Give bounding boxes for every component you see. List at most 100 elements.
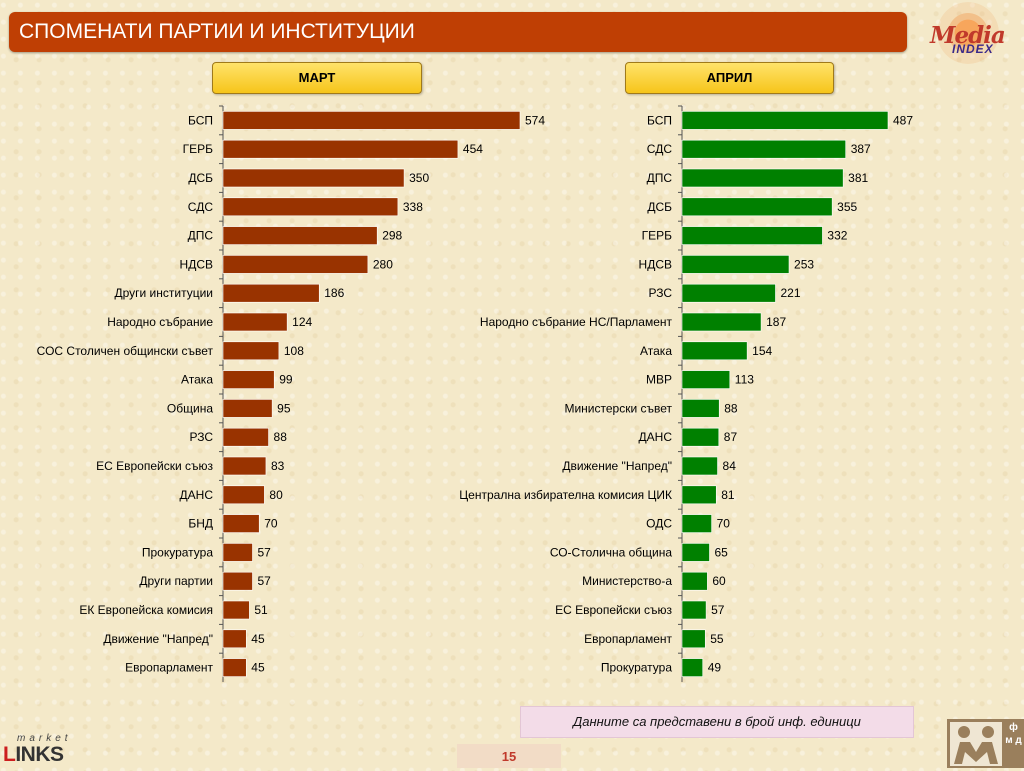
april-value-label: 487	[893, 113, 913, 127]
march-bar	[222, 111, 521, 130]
logo-word-media: Media	[930, 22, 1006, 49]
april-bar	[681, 312, 762, 332]
march-category-label: ГЕРБ	[183, 142, 214, 156]
april-category-label: СДС	[647, 142, 673, 156]
march-bar	[222, 658, 247, 677]
april-category-label: ДАНС	[639, 430, 673, 444]
april-bar	[681, 283, 776, 303]
page-title: СПОМЕНАТИ ПАРТИИ И ИНСТИТУЦИИ	[9, 12, 907, 52]
march-category-label: Народно събрание	[107, 315, 213, 329]
units-note: Данните са представени в брой инф. едини…	[520, 706, 914, 738]
logo-word-index: INDEX	[952, 42, 994, 56]
march-value-label: 454	[463, 142, 483, 156]
march-value-label: 57	[257, 545, 271, 559]
march-category-label: Община	[167, 401, 213, 415]
march-bar	[222, 456, 267, 476]
april-value-label: 60	[712, 574, 726, 588]
march-category-label: ДАНС	[180, 488, 214, 502]
march-value-label: 350	[409, 171, 429, 185]
april-value-label: 87	[724, 430, 738, 444]
april-category-label: Прокуратура	[601, 661, 672, 675]
march-bar	[222, 370, 275, 389]
march-bar	[222, 168, 405, 188]
march-category-label: ДСБ	[188, 171, 213, 185]
april-value-label: 381	[848, 171, 868, 185]
march-value-label: 80	[269, 488, 283, 502]
march-bar	[222, 571, 253, 591]
march-bar	[222, 341, 280, 361]
march-value-label: 83	[271, 459, 285, 473]
april-bar	[681, 571, 708, 591]
page-number: 15	[457, 744, 561, 768]
april-value-label: 332	[827, 229, 847, 243]
april-category-label: Движение "Напред"	[562, 459, 672, 473]
march-bar	[222, 283, 320, 303]
april-value-label: 154	[752, 344, 772, 358]
march-category-label: ЕС Европейски съюз	[96, 459, 213, 473]
april-category-label: Централна избирателна комисия ЦИК	[459, 488, 672, 502]
march-value-label: 338	[403, 200, 423, 214]
april-value-label: 57	[711, 603, 725, 617]
april-bar	[681, 514, 712, 533]
march-category-label: Движение "Напред"	[103, 632, 213, 646]
media-index-logo: Media INDEX	[925, 2, 1020, 68]
march-value-label: 51	[254, 603, 268, 617]
april-bar	[681, 111, 889, 130]
logo-links-text: LINKS	[3, 743, 64, 767]
market-links-logo: market LINKS	[3, 733, 98, 768]
april-category-label: БСП	[647, 113, 672, 127]
march-category-label: БНД	[188, 517, 213, 531]
april-bar	[681, 629, 706, 649]
march-value-label: 280	[373, 257, 393, 271]
april-category-label: ГЕРБ	[642, 229, 673, 243]
april-value-label: 49	[708, 661, 722, 675]
march-bar	[222, 543, 253, 562]
march-bar	[222, 629, 247, 649]
april-bar	[681, 427, 720, 447]
april-value-label: 355	[837, 200, 857, 214]
april-category-label: ЕС Европейски съюз	[555, 603, 672, 617]
april-category-label: ОДС	[646, 517, 672, 531]
april-bar	[681, 543, 710, 562]
march-value-label: 70	[264, 517, 278, 531]
april-value-label: 65	[714, 545, 728, 559]
march-bar	[222, 312, 288, 332]
april-category-label: СО-Столична община	[550, 545, 673, 559]
march-category-label: СДС	[188, 200, 214, 214]
march-label: МАРТ	[212, 62, 422, 94]
march-value-label: 574	[525, 113, 545, 127]
fmd-logo: ф м д	[947, 719, 1024, 768]
march-category-label: Прокуратура	[142, 545, 213, 559]
april-category-label: Народно събрание НС/Парламент	[480, 315, 673, 329]
april-bar	[681, 456, 718, 476]
march-category-label: Други партии	[139, 574, 213, 588]
people-icon	[950, 722, 1002, 766]
bar-charts: БСП 574 ГЕРБ 454 ДСБ 350 СДС 338 ДПС 298 НДСВ 280 Др…	[37, 105, 913, 682]
march-bar	[222, 600, 250, 620]
march-category-label: ДПС	[188, 229, 214, 243]
april-label: АПРИЛ	[625, 62, 834, 94]
logo-market-text: market	[17, 733, 72, 744]
april-bar	[681, 168, 844, 188]
april-category-label: НДСВ	[639, 257, 672, 271]
march-category-label: БСП	[188, 113, 213, 127]
april-bar	[681, 399, 720, 418]
april-category-label: Европарламент	[584, 632, 672, 646]
march-bar	[222, 197, 399, 217]
march-category-label: РЗС	[189, 430, 213, 444]
april-category-label: Министерство-а	[582, 574, 672, 588]
sun-icon	[937, 2, 999, 64]
march-bar	[222, 139, 459, 159]
march-category-label: Други институции	[114, 286, 213, 300]
april-value-label: 221	[780, 286, 800, 300]
april-value-label: 253	[794, 257, 814, 271]
april-value-label: 81	[721, 488, 735, 502]
april-value-label: 113	[735, 373, 754, 387]
march-value-label: 88	[274, 430, 288, 444]
april-value-label: 187	[766, 315, 786, 329]
april-value-label: 70	[717, 517, 731, 531]
march-value-label: 57	[257, 574, 271, 588]
april-bar	[681, 658, 704, 677]
march-value-label: 45	[251, 632, 265, 646]
logo-links-rest: INKS	[15, 743, 64, 766]
